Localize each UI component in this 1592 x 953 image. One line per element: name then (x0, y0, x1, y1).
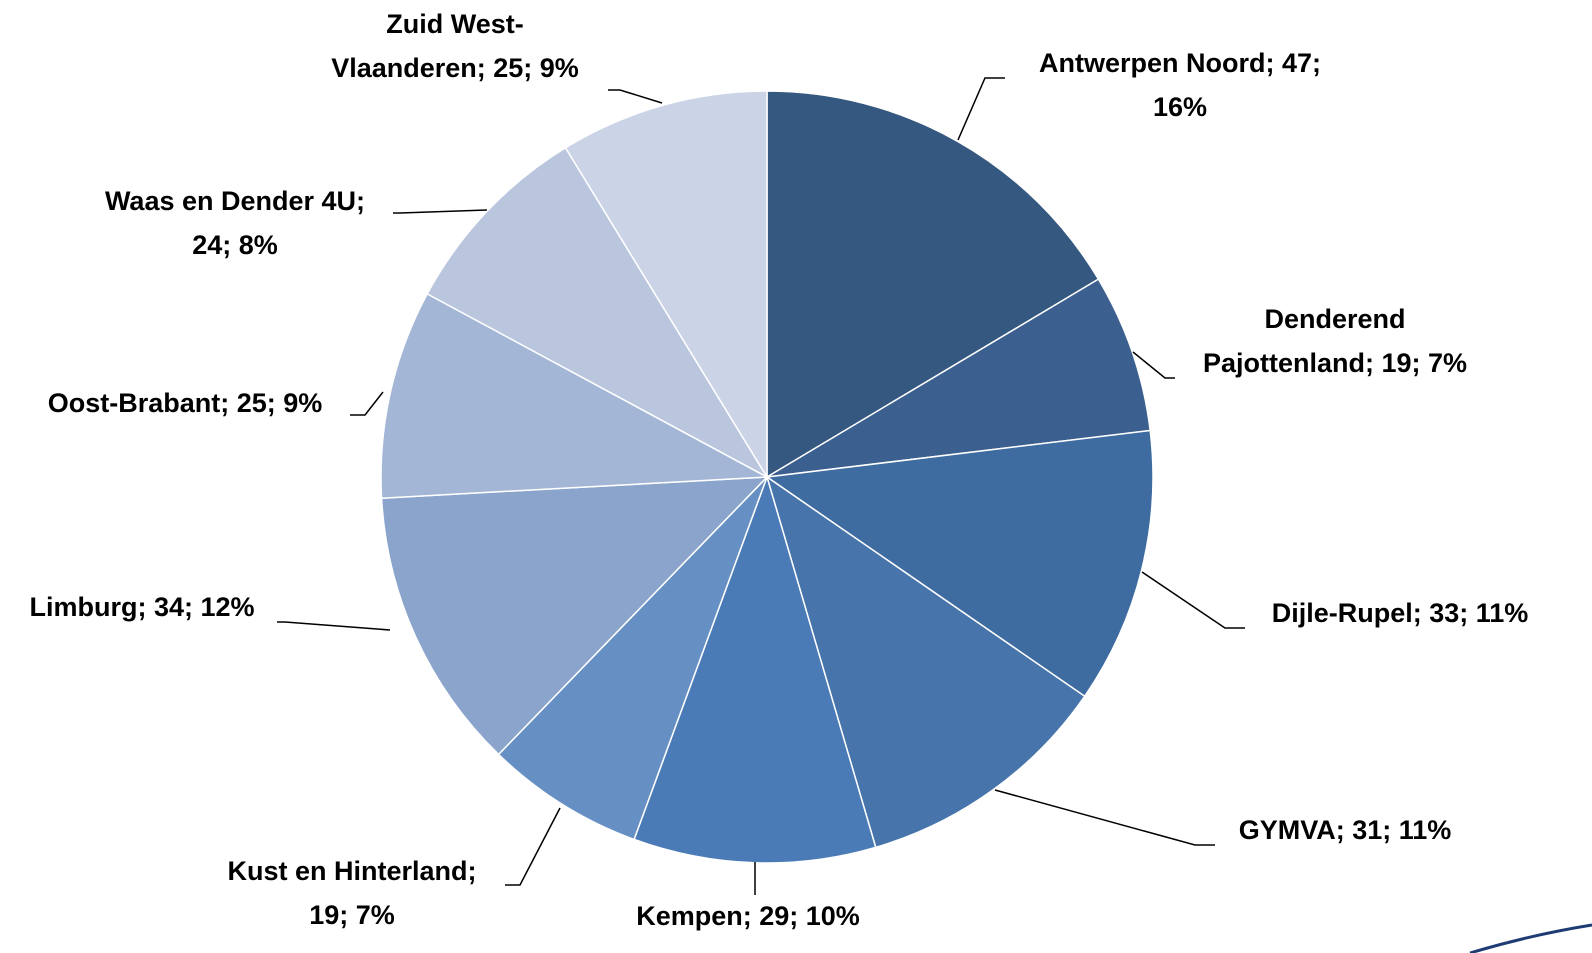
data-label: Dijle-Rupel; 33; 11% (1272, 598, 1529, 628)
data-label: Denderend Pajottenland; 19; 7% (1203, 304, 1467, 378)
pie-slice (497, 476, 768, 841)
data-label-line: Oost-Brabant; 25; 9% (48, 388, 323, 418)
data-label-line: GYMVA; 31; 11% (1239, 815, 1452, 845)
leader-line (350, 391, 384, 416)
data-label-line: 16% (1153, 92, 1207, 122)
pie-slice (766, 90, 1100, 479)
data-label-line: Kempen; 29; 10% (636, 901, 860, 931)
leader-line (608, 89, 663, 104)
data-label-line: Limburg; 34; 12% (29, 592, 254, 622)
pie-slice (766, 278, 1152, 478)
leader-line (505, 807, 561, 886)
data-label: Oost-Brabant; 25; 9% (48, 388, 323, 418)
data-label-line: 24; 8% (192, 230, 278, 260)
decoration (1469, 923, 1592, 953)
data-label-line: Antwerpen Noord; 47; (1039, 48, 1321, 78)
leader-line (994, 789, 1215, 846)
data-label: Zuid West- Vlaanderen; 25; 9% (331, 9, 579, 83)
pie-slice (564, 90, 768, 480)
data-label: Waas en Dender 4U; 24; 8% (105, 186, 365, 260)
leader-line (277, 621, 391, 631)
data-label: Antwerpen Noord; 47; 16% (1039, 48, 1321, 122)
pie-slice (764, 429, 1154, 698)
data-label: Kust en Hinterland; 19; 7% (227, 856, 476, 930)
leader-line (1141, 571, 1245, 629)
data-label: Limburg; 34; 12% (29, 592, 254, 622)
pie (380, 90, 1154, 864)
data-label: Kempen; 29; 10% (636, 901, 860, 931)
pie-slice (765, 475, 1086, 849)
leader-line (957, 77, 1005, 141)
data-label-line: Dijle-Rupel; 33; 11% (1272, 598, 1529, 628)
data-label-line: Vlaanderen; 25; 9% (331, 53, 579, 83)
leader-line (393, 209, 488, 214)
data-label-line: Kust en Hinterland; (227, 856, 476, 886)
data-label-line: Waas en Dender 4U; (105, 186, 365, 216)
data-label: GYMVA; 31; 11% (1239, 815, 1452, 845)
pie-slice (380, 476, 769, 756)
data-label-line: Pajottenland; 19; 7% (1203, 348, 1467, 378)
data-label-line: Zuid West- (386, 9, 524, 39)
leader-line (1132, 351, 1175, 379)
data-label-line: Denderend (1264, 304, 1405, 334)
data-label-line: 19; 7% (309, 900, 395, 930)
pie-slice (380, 292, 770, 499)
pie-slice (426, 146, 770, 479)
